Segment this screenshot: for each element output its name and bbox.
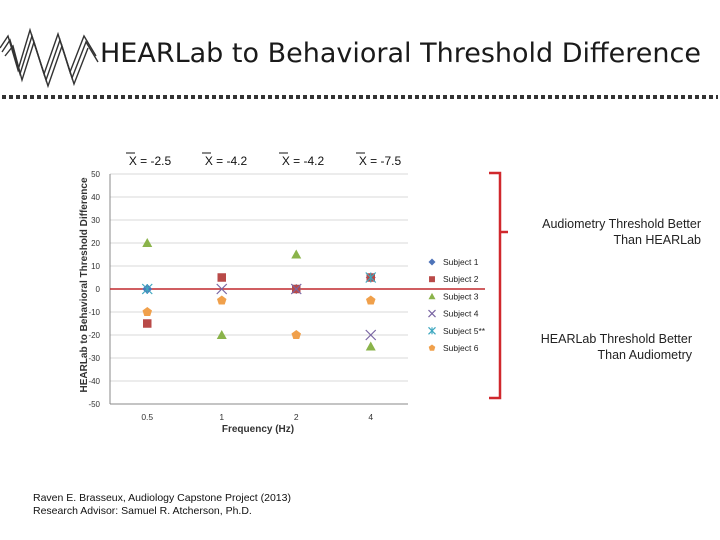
legend-marker-icon <box>428 292 436 300</box>
legend-marker-icon <box>428 309 436 318</box>
y-tick-label: 40 <box>91 193 100 202</box>
legend-label: Subject 6 <box>443 343 479 353</box>
data-point <box>291 249 302 259</box>
y-tick-label: -40 <box>88 377 100 386</box>
mean-label: X = -2.5 <box>126 152 172 168</box>
slide-title: HEARLab to Behavioral Threshold Differen… <box>100 38 701 69</box>
data-point <box>365 272 377 283</box>
axes: HEARLab to Behavioral Threshold Differen… <box>79 174 408 435</box>
data-points <box>141 238 377 351</box>
note-audiometry-better: Audiometry Threshold Better Than HEARLab <box>542 217 701 247</box>
legend-item: Subject 1 <box>428 257 479 267</box>
legend-label: Subject 5** <box>443 326 486 336</box>
y-tick-label: 50 <box>91 170 100 179</box>
y-tick-label: 20 <box>91 239 100 248</box>
legend-label: Subject 4 <box>443 309 479 319</box>
legend-label: Subject 2 <box>443 274 479 284</box>
data-point <box>365 341 376 351</box>
data-point <box>217 295 227 305</box>
data-point <box>141 283 153 295</box>
citation: Raven E. Brasseux, Audiology Capstone Pr… <box>33 492 291 518</box>
data-point <box>216 330 227 339</box>
legend-item: Subject 5** <box>428 326 486 336</box>
x-tick-label: 4 <box>368 412 373 422</box>
mean-label: X = -4.2 <box>279 152 325 168</box>
data-point <box>290 283 302 295</box>
mean-labels: X = -2.5 X = -4.2 X = -4.2 X = -7.5 <box>126 152 402 168</box>
data-point <box>291 330 301 339</box>
note-hearlab-better: HEARLab Threshold Better Than Audiometry <box>540 332 692 362</box>
y-tick-label: -50 <box>88 400 100 409</box>
citation-line-2: Research Advisor: Samuel R. Atcherson, P… <box>33 505 252 517</box>
data-point <box>366 295 376 305</box>
y-tick-label: 10 <box>91 262 100 271</box>
legend-item: Subject 6 <box>428 343 479 353</box>
svg-text:X = -4.2: X = -4.2 <box>282 154 325 168</box>
legend-label: Subject 1 <box>443 257 479 267</box>
tick-labels: 50 40 30 20 10 0 -10 -20 -30 -40 -50 0.5 1 2 4 <box>88 170 373 422</box>
data-point <box>142 307 152 316</box>
bracket-icon <box>489 171 508 400</box>
legend-item: Subject 4 <box>428 309 479 319</box>
legend-marker-icon <box>429 276 435 283</box>
legend-item: Subject 2 <box>429 274 479 284</box>
zigzag-logo-icon <box>0 27 99 89</box>
y-axis-label: HEARLab to Behavioral Threshold Differen… <box>79 177 90 392</box>
data-point <box>216 283 228 295</box>
data-point <box>143 319 152 328</box>
mean-label: X = -4.2 <box>202 152 248 168</box>
y-tick-label: -30 <box>88 354 100 363</box>
legend-label: Subject 3 <box>443 291 479 301</box>
y-tick-label: -10 <box>88 308 100 317</box>
x-axis-label: Frequency (Hz) <box>222 424 294 435</box>
x-tick-label: 2 <box>294 412 299 422</box>
legend-marker-icon <box>428 326 436 335</box>
legend-marker-icon <box>428 344 436 351</box>
legend: Subject 1 Subject 2 Subject 3 Subject 4 Subj… <box>428 257 486 353</box>
data-point <box>142 238 153 247</box>
citation-line-1: Raven E. Brasseux, Audiology Capstone Pr… <box>33 492 291 504</box>
mean-label: X = -7.5 <box>356 152 402 168</box>
x-tick-label: 0.5 <box>141 412 153 422</box>
legend-item: Subject 3 <box>428 291 479 301</box>
svg-text:X = -2.5: X = -2.5 <box>129 154 172 168</box>
data-point <box>365 329 377 341</box>
x-tick-label: 1 <box>219 412 224 422</box>
y-tick-label: -20 <box>88 331 100 340</box>
legend-marker-icon <box>428 258 436 266</box>
svg-text:X = -7.5: X = -7.5 <box>359 154 402 168</box>
svg-text:X = -4.2: X = -4.2 <box>205 154 248 168</box>
y-tick-label: 0 <box>96 285 101 294</box>
data-point <box>217 273 226 282</box>
y-tick-label: 30 <box>91 216 100 225</box>
